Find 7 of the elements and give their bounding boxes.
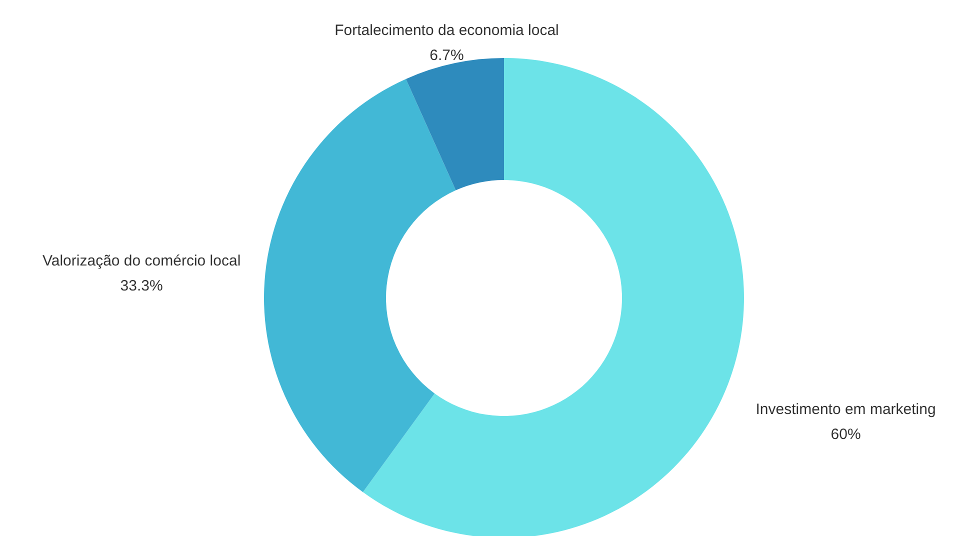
data-label: 6.7% — [430, 47, 464, 64]
donut-slice — [264, 78, 456, 492]
slice-label: Fortalecimento da economia local — [334, 22, 559, 40]
slice-label: Valorização do comércio local — [42, 252, 241, 270]
slice-label: Investimento em marketing — [756, 401, 936, 418]
data-label: 33.3% — [120, 277, 163, 294]
data-label: 60% — [830, 426, 861, 444]
